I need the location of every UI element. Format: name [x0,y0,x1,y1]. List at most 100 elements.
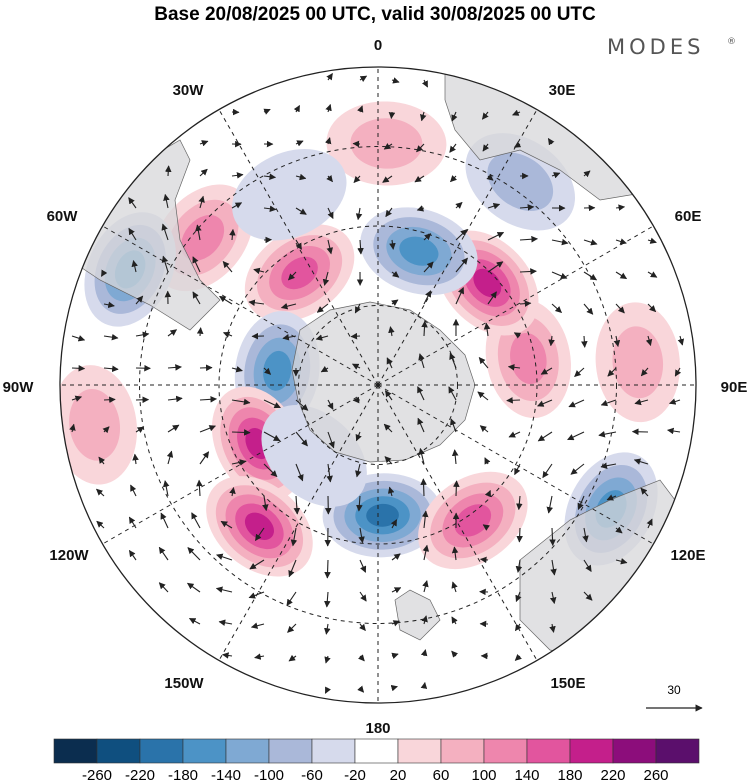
wind-vector [262,495,269,512]
wind-vector [359,591,367,602]
wind-vector [451,111,458,122]
wind-vector [421,320,428,337]
wind-vector [231,398,251,406]
wind-vector [323,591,331,608]
lon-label-60w: 60W [47,208,79,225]
wind-vector [135,295,144,305]
wind-vector [199,396,218,403]
lon-label-90e: 90E [721,379,748,396]
wind-vector [222,260,233,273]
wind-vector [600,399,617,407]
wind-vector [71,364,86,372]
latitude-circle [298,305,458,465]
wind-vector [421,615,428,625]
wind-vector [647,271,658,278]
wind-vector [282,334,297,341]
wind-vector [506,397,521,404]
colorbar-label: -180 [168,767,198,783]
wind-vector [549,527,556,546]
wind-vector [455,229,468,241]
wind-vector [359,75,368,82]
wind-vector [647,237,657,244]
wind-vector [674,367,682,377]
colorbar-label: -260 [82,767,112,783]
wind-vector [287,623,297,633]
wind-vector [355,431,362,442]
lon-label-0: 0 [374,37,382,54]
wind-vector [295,173,307,181]
wind-vector [583,170,591,178]
wind-vector [231,172,244,179]
wind-vector [391,652,399,659]
wind-vector [537,431,553,442]
wind-vector [158,546,169,561]
colorbar: -260 -220 -180 -140 -100 -60 -20 20 60 1… [53,738,700,783]
wind-vector [295,463,304,482]
wind-vector [382,175,393,183]
wind-vector [421,510,429,529]
wind-vector [355,207,363,221]
wind-vector [551,271,568,279]
wind-vector [324,137,332,145]
wind-vector [219,295,233,305]
wind-vector [451,546,459,561]
wind-vector [356,495,363,512]
wind-vector [583,239,598,246]
wind-vector [325,103,332,113]
wind-vector [326,73,333,81]
wind-vector [549,591,557,605]
wind-vector [327,399,334,410]
wind-vector [161,223,169,241]
colorbar-label: 260 [643,767,668,783]
colorbar-label: -100 [254,767,284,783]
wind-vector [390,684,398,692]
wind-vector [198,195,205,209]
lon-label-180: 180 [365,720,390,737]
wind-vector [391,620,401,627]
wind-vector [613,335,621,347]
wind-vector [286,591,297,607]
wind-vector [295,239,302,250]
brand-name: MODES [607,35,704,59]
wind-vector [482,143,490,152]
colorbar-swatch [182,738,227,764]
lon-label-30w: 30W [173,82,205,99]
wind-vector [420,478,427,497]
wind-vector [385,207,393,218]
wind-vector [487,261,504,273]
wind-vector [481,111,489,120]
colorbar-swatches [53,738,700,764]
wind-vector [640,367,649,377]
wind-vector [161,255,169,273]
wind-vector [130,484,137,497]
wind-vector [324,686,331,694]
longitude-labels: 0 30E 60E 90E 120E 150E 180 150W 120W 90… [3,37,748,737]
anomaly-contour [510,332,547,385]
wind-vector [96,488,105,497]
wind-vector [515,591,522,603]
wind-vector [295,140,304,147]
wind-vector [420,681,428,690]
wind-vector [383,143,393,150]
lon-label-60e: 60E [675,208,702,225]
wind-vector [192,291,201,305]
wind-vector [263,431,281,442]
wind-vector [231,202,243,209]
wind-vector [414,175,425,183]
wind-vector [514,653,522,661]
lon-label-150e: 150E [550,675,585,692]
colorbar-label: -140 [211,767,241,783]
brand-registered: ® [727,37,736,47]
colorbar-label: 20 [390,767,407,783]
colorbar-swatch [612,738,657,764]
colorbar-swatch [569,738,614,764]
wind-vector [645,335,653,347]
wind-vector [547,138,555,146]
wind-vector [249,559,265,570]
wind-vector [253,267,265,275]
wind-vector [135,426,145,433]
wind-vector [231,459,247,466]
wind-vector [548,335,555,347]
wind-vector [387,486,395,497]
colorbar-swatch [311,738,356,764]
